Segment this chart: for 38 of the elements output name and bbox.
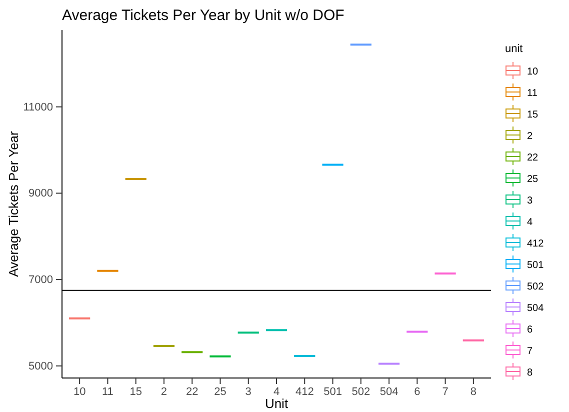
legend-label: 11 xyxy=(527,88,538,99)
x-axis-title: Unit xyxy=(264,396,288,411)
legend-label: 3 xyxy=(527,196,533,206)
x-tick-label: 502 xyxy=(352,386,370,398)
chart-title: Average Tickets Per Year by Unit w/o DOF xyxy=(62,7,344,24)
x-tick-label: 25 xyxy=(214,386,226,398)
y-tick-label: 7000 xyxy=(28,274,53,286)
legend-label: 501 xyxy=(527,260,544,271)
legend-label: 502 xyxy=(527,282,544,292)
x-tick-label: 504 xyxy=(380,386,398,398)
legend-label: 504 xyxy=(527,303,544,314)
legend-label: 8 xyxy=(527,368,533,378)
legend-title: unit xyxy=(505,43,523,55)
x-tick-label: 15 xyxy=(130,386,142,398)
y-axis-title: Average Tickets Per Year xyxy=(6,130,21,277)
x-tick-label: 4 xyxy=(273,386,280,398)
y-tick-label: 11000 xyxy=(23,101,53,114)
legend-label: 7 xyxy=(527,346,533,357)
legend-label: 4 xyxy=(527,217,533,228)
legend-label: 412 xyxy=(527,238,544,250)
x-tick-label: 501 xyxy=(324,386,342,398)
legend-label: 25 xyxy=(527,174,539,185)
legend-label: 15 xyxy=(527,110,539,120)
x-tick-label: 2 xyxy=(160,386,168,398)
x-tick-label: 412 xyxy=(295,386,314,398)
legend-label: 22 xyxy=(527,152,539,164)
x-tick-label: 22 xyxy=(186,386,198,398)
x-tick-label: 3 xyxy=(245,386,252,398)
y-tick-label: 9000 xyxy=(28,188,53,200)
legend-label: 2 xyxy=(527,131,533,142)
legend-label: 10 xyxy=(527,66,539,78)
x-tick-label: 6 xyxy=(414,386,420,398)
x-tick-label: 11 xyxy=(102,386,114,398)
x-tick-label: 10 xyxy=(73,386,86,398)
x-tick-label: 8 xyxy=(470,386,476,398)
legend-label: 6 xyxy=(527,324,533,336)
x-tick-label: 7 xyxy=(442,386,448,398)
y-tick-label: 5000 xyxy=(28,360,53,372)
